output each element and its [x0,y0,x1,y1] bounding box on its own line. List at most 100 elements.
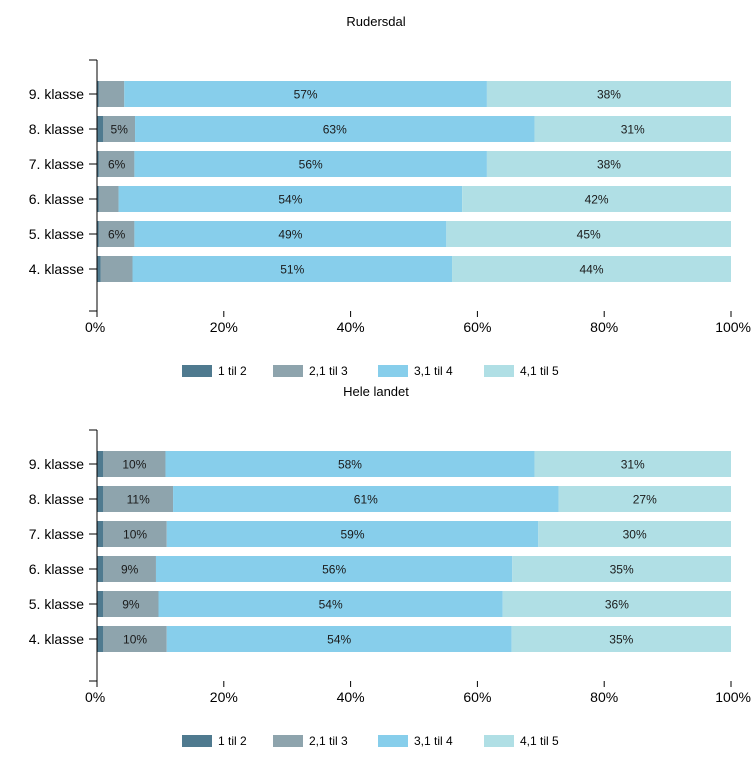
bar-segment [100,256,133,282]
legend-swatch [378,365,408,377]
bar-segment [486,151,731,177]
category-label: 4. klasse [29,631,84,647]
chart-1: Hele landet 10% 58% 31% 9. klasse 11% 61% 27% 8.… [29,384,751,748]
category-label: 5. klasse [29,596,84,612]
bar-segment [97,186,99,212]
data-label: 38% [597,158,621,172]
data-label: 27% [633,493,657,507]
bar-segment [97,116,104,142]
x-tick-label: 100% [715,689,751,705]
category-label: 8. klasse [29,491,84,507]
bar-segment [97,626,104,652]
legend-label: 2,1 til 3 [309,364,348,378]
x-tick-label: 20% [210,689,238,705]
data-label: 10% [122,458,146,472]
bar-segment [103,591,159,617]
data-label: 54% [319,598,343,612]
bar-segment [98,151,135,177]
bar-segment [103,521,167,547]
legend-swatch [484,365,514,377]
category-label: 9. klasse [29,456,84,472]
bar-segment [462,186,731,212]
data-label: 51% [280,263,304,277]
bar-segment [103,451,166,477]
bar-segment [97,521,104,547]
x-tick-label: 60% [463,689,491,705]
data-label: 10% [123,528,147,542]
data-label: 42% [585,193,609,207]
legend-label: 3,1 til 4 [414,364,453,378]
data-label: 10% [123,633,147,647]
legend-label: 1 til 2 [218,364,247,378]
bar-segment [446,221,731,247]
data-label: 49% [278,228,302,242]
x-tick-label: 40% [337,689,365,705]
bar-segment [103,626,167,652]
bar-segment [158,591,503,617]
chart-title: Rudersdal [346,14,405,29]
bar-segment [534,116,731,142]
data-label: 5% [111,123,129,137]
bar-segment [558,486,731,512]
chart-title: Hele landet [343,384,409,399]
category-label: 4. klasse [29,261,84,277]
data-label: 9% [121,563,139,577]
bar-segment [132,256,453,282]
chart-0: Rudersdal 57% 38% 9. klasse 5% 63% 31% 8. klass… [29,14,751,378]
bar-segment [538,521,731,547]
data-label: 58% [338,458,362,472]
x-tick-label: 60% [463,319,491,335]
category-label: 6. klasse [29,561,84,577]
bar-segment [98,81,125,107]
bar-segment [103,486,174,512]
data-label: 54% [278,193,302,207]
data-label: 6% [108,228,126,242]
bar-segment [534,451,731,477]
data-label: 35% [609,633,633,647]
data-label: 45% [577,228,601,242]
category-label: 5. klasse [29,226,84,242]
legend-swatch [273,365,303,377]
data-label: 63% [323,123,347,137]
data-label: 6% [108,158,126,172]
x-tick-label: 20% [210,319,238,335]
data-label: 36% [605,598,629,612]
bar-segment [135,116,535,142]
category-label: 8. klasse [29,121,84,137]
bar-segment [486,81,731,107]
legend-label: 4,1 til 5 [520,734,559,748]
bar-segment [97,151,99,177]
legend-swatch [273,735,303,747]
category-label: 6. klasse [29,191,84,207]
data-label: 31% [621,458,645,472]
legend-swatch [378,735,408,747]
category-label: 7. klasse [29,156,84,172]
bar-segment [97,451,104,477]
data-label: 31% [621,123,645,137]
bar-segment [502,591,731,617]
data-label: 35% [610,563,634,577]
x-tick-label: 80% [590,319,618,335]
bar-segment [97,221,99,247]
bar-segment [98,186,119,212]
data-label: 56% [299,158,323,172]
x-tick-label: 100% [715,319,751,335]
legend-swatch [182,735,212,747]
x-tick-label: 0% [85,689,105,705]
legend-label: 3,1 til 4 [414,734,453,748]
legend-label: 4,1 til 5 [520,364,559,378]
data-label: 57% [294,88,318,102]
legend-swatch [182,365,212,377]
bar-segment [512,556,731,582]
bar-segment [134,151,487,177]
legend-swatch [484,735,514,747]
bar-segment [97,486,104,512]
legend-label: 1 til 2 [218,734,247,748]
x-tick-label: 40% [337,319,365,335]
bar-segment [97,591,104,617]
bar-segment [155,556,513,582]
bar-segment [124,81,487,107]
data-label: 30% [623,528,647,542]
data-label: 11% [127,493,150,507]
